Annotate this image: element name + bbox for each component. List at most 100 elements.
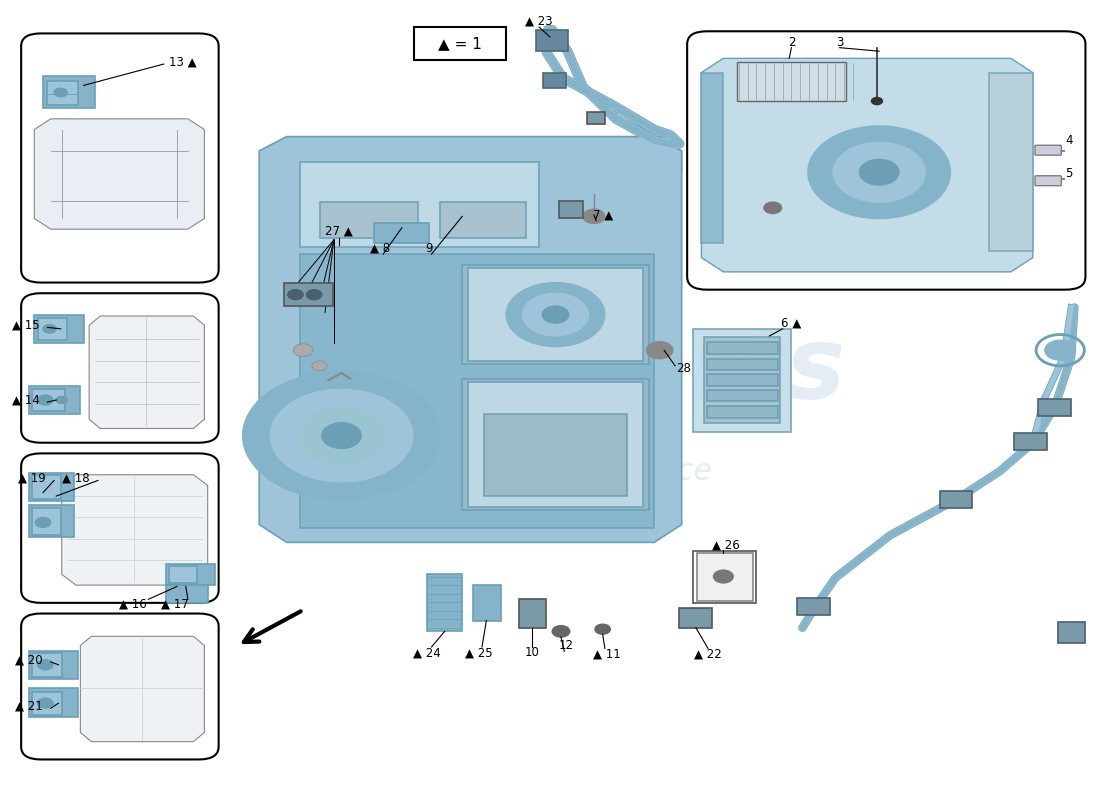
Bar (29, 473, 74, 501)
Bar (693, 551, 757, 603)
Text: ▲ 23: ▲ 23 (525, 15, 553, 28)
Text: 4: 4 (1065, 134, 1072, 146)
Text: ▲ 19: ▲ 19 (19, 472, 46, 485)
Bar (1058, 622, 1086, 643)
Circle shape (522, 294, 588, 336)
Text: ▲ 16: ▲ 16 (119, 598, 147, 610)
Bar (707, 374, 778, 386)
Polygon shape (260, 137, 682, 542)
Bar (796, 598, 829, 615)
FancyBboxPatch shape (414, 27, 506, 60)
Polygon shape (287, 137, 682, 186)
Bar (300, 254, 654, 528)
Polygon shape (34, 119, 205, 229)
Text: ▲ 15: ▲ 15 (12, 318, 40, 332)
Bar (559, 201, 583, 218)
Text: ▲ 17: ▲ 17 (161, 598, 188, 610)
Circle shape (714, 570, 734, 583)
Circle shape (764, 202, 781, 214)
Text: 13 ▲: 13 ▲ (168, 55, 196, 68)
Circle shape (506, 282, 605, 346)
Text: ▲ = 1: ▲ = 1 (438, 36, 482, 51)
Bar (484, 414, 627, 496)
Circle shape (1045, 340, 1076, 360)
Text: ▲ 26: ▲ 26 (712, 538, 739, 552)
Bar (300, 162, 539, 247)
Text: ▲ 14: ▲ 14 (12, 394, 40, 406)
Circle shape (56, 397, 67, 403)
Text: 7 ▲: 7 ▲ (593, 209, 613, 222)
Bar (32, 475, 60, 499)
Text: ▲ 20: ▲ 20 (15, 654, 43, 666)
Bar (29, 688, 78, 717)
Circle shape (859, 159, 899, 185)
Bar (320, 202, 418, 238)
Circle shape (37, 395, 53, 405)
Bar (427, 574, 462, 631)
Bar (29, 650, 78, 679)
Text: 9: 9 (426, 242, 433, 255)
Circle shape (54, 88, 67, 97)
Bar (707, 358, 778, 370)
Text: ▲ 11: ▲ 11 (593, 648, 620, 661)
Bar (34, 314, 84, 343)
Bar (707, 406, 778, 418)
Circle shape (322, 422, 361, 449)
Polygon shape (702, 58, 1033, 272)
Circle shape (833, 142, 925, 202)
Bar (693, 329, 791, 432)
Circle shape (807, 126, 950, 218)
Circle shape (43, 325, 56, 333)
Bar (29, 386, 80, 414)
Bar (169, 566, 197, 583)
Bar (32, 508, 60, 534)
Bar (32, 390, 65, 411)
Text: 3: 3 (836, 36, 844, 49)
Circle shape (552, 626, 570, 637)
Circle shape (647, 342, 673, 358)
Bar (468, 268, 644, 361)
Bar (37, 318, 67, 340)
Bar (704, 338, 780, 422)
Bar (166, 564, 216, 585)
Bar (32, 654, 62, 677)
Text: 5: 5 (1065, 167, 1072, 180)
Bar (939, 491, 972, 508)
Bar (536, 30, 568, 51)
Circle shape (595, 624, 610, 634)
Circle shape (871, 98, 882, 105)
Circle shape (37, 698, 53, 708)
Text: ▲ 24: ▲ 24 (414, 646, 441, 659)
Bar (166, 585, 208, 603)
Bar (440, 202, 526, 238)
Bar (29, 506, 74, 537)
Text: ▲ 18: ▲ 18 (63, 472, 90, 485)
Polygon shape (89, 316, 205, 429)
Text: 28: 28 (676, 362, 691, 375)
Bar (468, 382, 644, 506)
Bar (702, 73, 724, 243)
Circle shape (37, 660, 53, 670)
Bar (543, 73, 566, 88)
Bar (707, 342, 778, 354)
FancyBboxPatch shape (688, 31, 1086, 290)
Bar (47, 81, 78, 105)
Bar (462, 265, 649, 365)
Circle shape (271, 390, 412, 482)
Text: 12: 12 (559, 639, 574, 652)
Bar (1014, 433, 1047, 450)
Bar (587, 113, 605, 124)
Bar (43, 76, 95, 108)
Bar (462, 378, 649, 510)
Bar (697, 553, 754, 601)
FancyBboxPatch shape (21, 294, 219, 442)
Bar (374, 223, 429, 243)
Text: ▲ 8: ▲ 8 (370, 242, 390, 255)
Bar (737, 62, 846, 101)
Bar (680, 608, 713, 628)
Circle shape (294, 344, 313, 357)
Circle shape (312, 361, 328, 371)
Bar (32, 692, 62, 714)
Bar (473, 585, 500, 621)
Circle shape (583, 210, 605, 223)
